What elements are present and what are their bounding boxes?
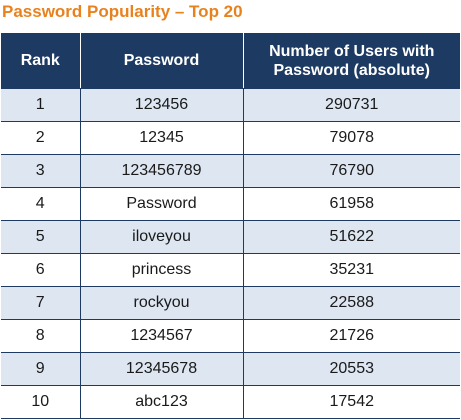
rank-cell: 5 xyxy=(1,220,81,254)
user-count-cell: 17542 xyxy=(243,385,460,419)
user-count-cell: 51622 xyxy=(243,220,460,254)
password-popularity-table: Rank Password Number of Users with Passw… xyxy=(1,33,460,419)
header-row: Rank Password Number of Users with Passw… xyxy=(1,33,460,89)
table-row: 8 1234567 21726 xyxy=(1,319,460,353)
user-count-cell: 22588 xyxy=(243,286,460,320)
table-row: 3 123456789 76790 xyxy=(1,154,460,188)
rank-cell: 7 xyxy=(1,286,81,320)
user-count-cell: 20553 xyxy=(243,352,460,386)
password-cell: rockyou xyxy=(80,286,244,320)
rank-cell: 9 xyxy=(1,352,81,386)
password-cell: 123456 xyxy=(80,88,244,122)
rank-cell: 6 xyxy=(1,253,81,287)
user-count-cell: 21726 xyxy=(243,319,460,353)
rank-cell: 8 xyxy=(1,319,81,353)
password-cell: 12345 xyxy=(80,121,244,155)
password-cell: 123456789 xyxy=(80,154,244,188)
user-count-cell: 61958 xyxy=(243,187,460,221)
user-count-cell: 35231 xyxy=(243,253,460,287)
user-count-cell: 79078 xyxy=(243,121,460,155)
rank-cell: 10 xyxy=(1,385,81,419)
user-count-cell: 76790 xyxy=(243,154,460,188)
table-row: 1 123456 290731 xyxy=(1,88,460,122)
header-user-count: Number of Users with Password (absolute) xyxy=(243,33,460,89)
password-cell: abc123 xyxy=(80,385,244,419)
table-row: 2 12345 79078 xyxy=(1,121,460,155)
table-row: 5 iloveyou 51622 xyxy=(1,220,460,254)
password-cell: 12345678 xyxy=(80,352,244,386)
user-count-cell: 290731 xyxy=(243,88,460,122)
rank-cell: 1 xyxy=(1,88,81,122)
header-rank: Rank xyxy=(1,33,81,89)
table-row: 6 princess 35231 xyxy=(1,253,460,287)
header-password: Password xyxy=(80,33,244,89)
rank-cell: 4 xyxy=(1,187,81,221)
page-title: Password Popularity – Top 20 xyxy=(2,2,243,21)
table-body: 1 123456 290731 2 12345 79078 3 12345678… xyxy=(1,88,460,419)
table-row: 9 12345678 20553 xyxy=(1,352,460,386)
password-cell: princess xyxy=(80,253,244,287)
table-row: 4 Password 61958 xyxy=(1,187,460,221)
table-row: 10 abc123 17542 xyxy=(1,385,460,419)
password-cell: Password xyxy=(80,187,244,221)
password-cell: 1234567 xyxy=(80,319,244,353)
rank-cell: 2 xyxy=(1,121,81,155)
rank-cell: 3 xyxy=(1,154,81,188)
password-cell: iloveyou xyxy=(80,220,244,254)
table-row: 7 rockyou 22588 xyxy=(1,286,460,320)
table-header: Rank Password Number of Users with Passw… xyxy=(1,33,460,89)
